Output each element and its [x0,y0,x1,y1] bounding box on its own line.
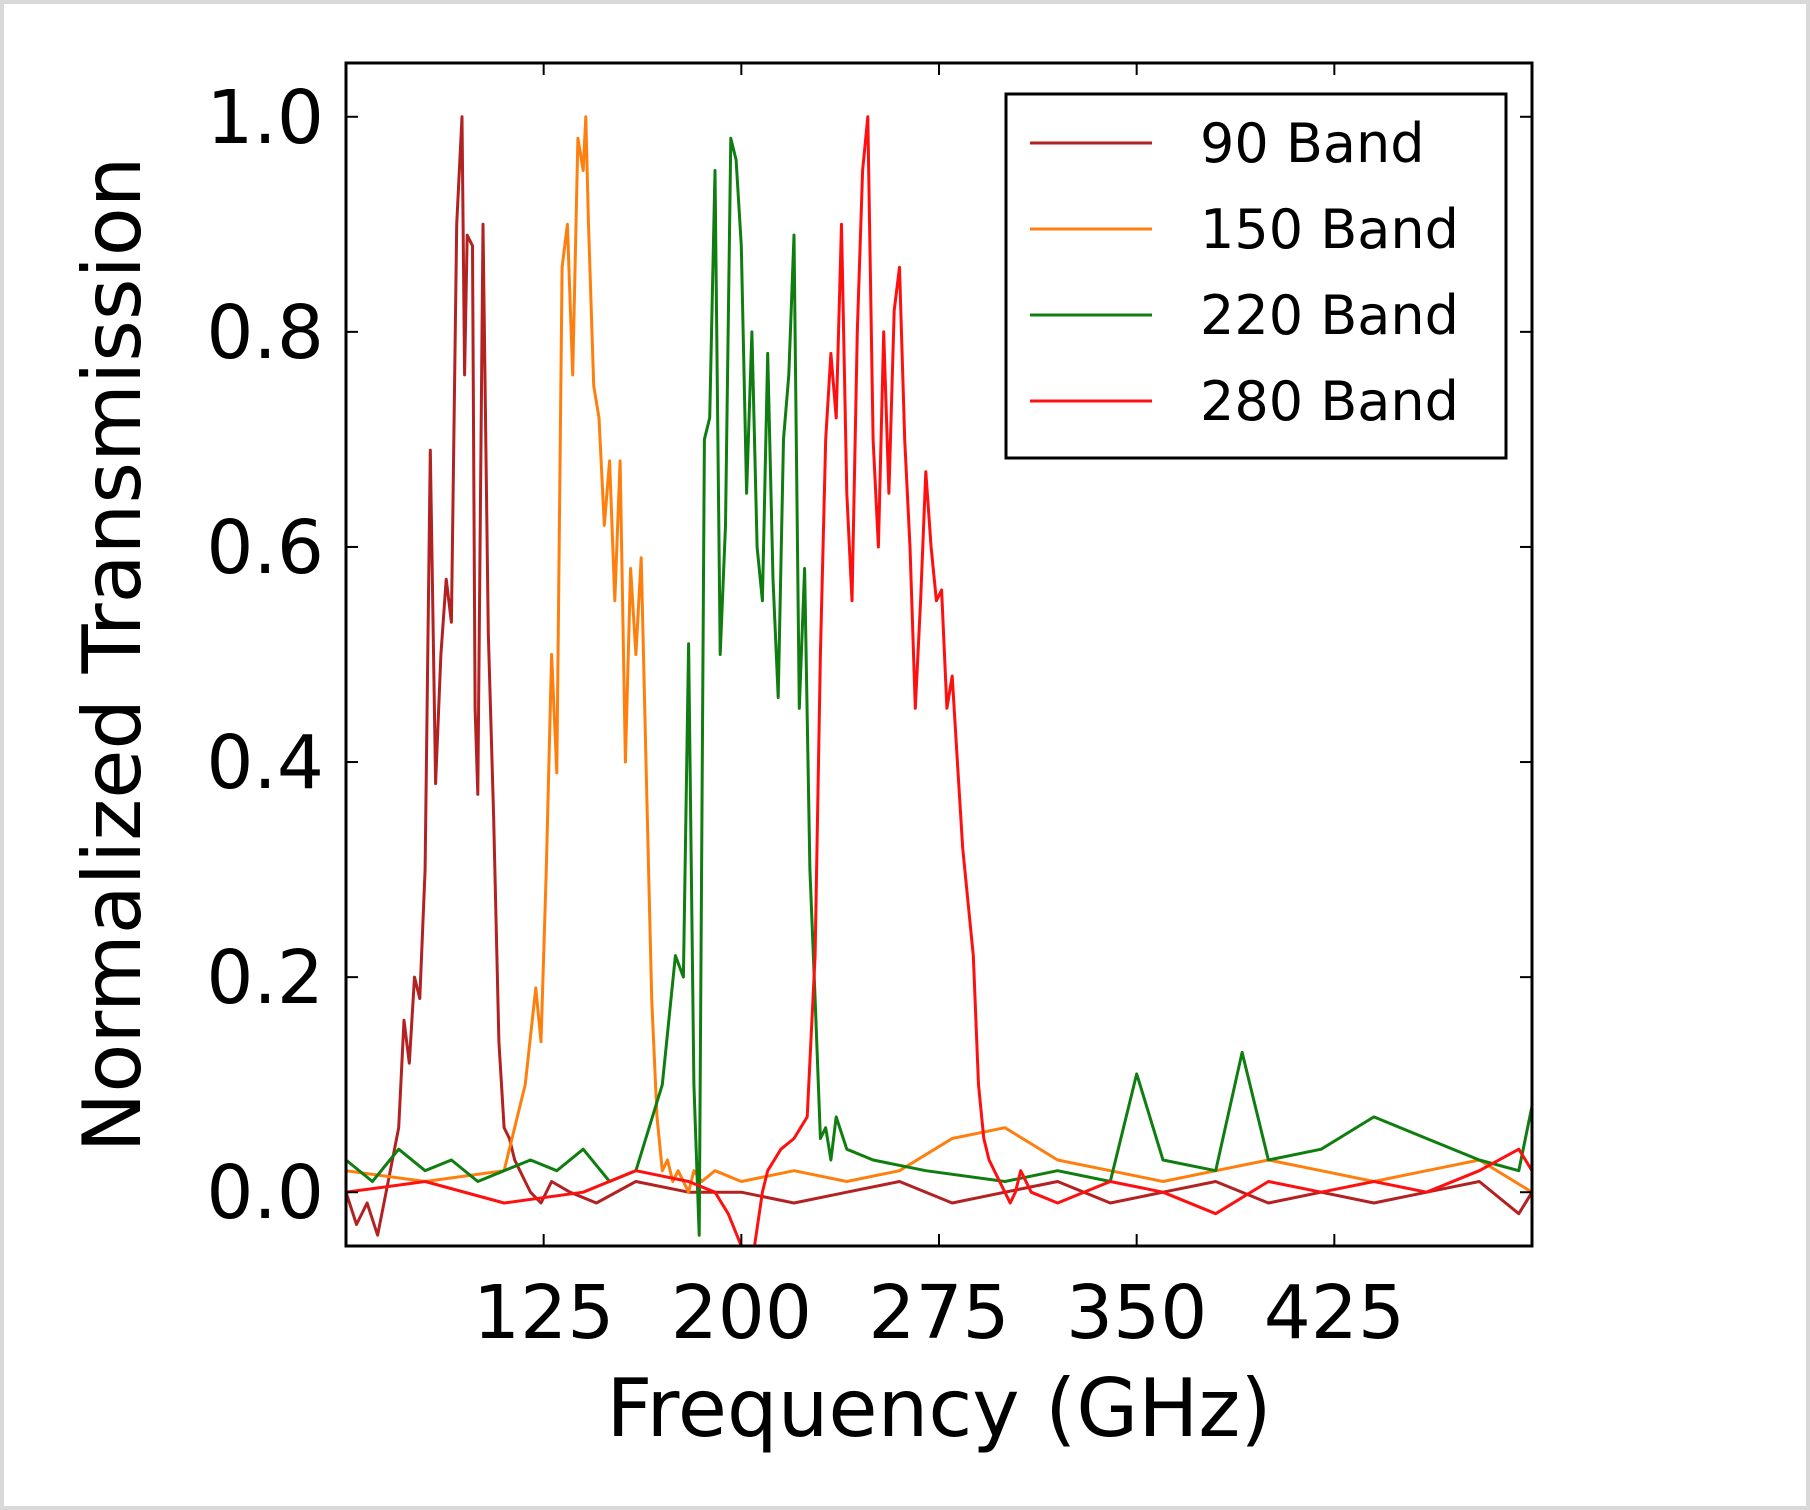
tick-layer: 125 200 275 350 425 0.0 0.2 0.4 0.6 0.8 1.0 [206,63,1532,1356]
legend: 90 Band 150 Band 220 Band 280 Band [1004,92,1508,460]
series-line-150-band [346,115,1532,1194]
series-layer [346,115,1532,1246]
y-tick-label: 0.6 [206,505,324,591]
legend-label: 220 Band [1200,284,1459,347]
legend-label: 280 Band [1200,370,1459,433]
y-tick-label: 0.0 [206,1150,324,1236]
x-tick-label: 125 [473,1270,614,1356]
y-tick-label: 1.0 [206,75,324,161]
series-line-280-band [346,115,1532,1246]
y-axis-label: Normalized Transmission [66,157,159,1153]
x-tick-label: 275 [868,1270,1009,1356]
legend-label: 150 Band [1200,198,1459,261]
legend-box [1004,92,1508,460]
x-tick-label: 200 [671,1270,812,1356]
y-tick-label: 0.8 [206,290,324,376]
x-axis-label: Frequency (GHz) [606,1362,1271,1455]
x-tick-label: 350 [1066,1270,1207,1356]
y-tick-label: 0.2 [206,935,324,1021]
legend-label: 90 Band [1200,112,1425,175]
y-tick-label: 0.4 [206,720,324,806]
x-tick-label: 425 [1264,1270,1405,1356]
series-line-90-band [346,115,1532,1237]
